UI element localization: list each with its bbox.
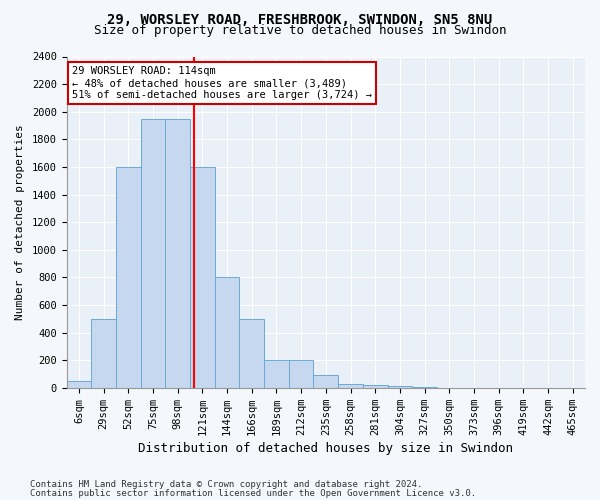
Text: 29, WORSLEY ROAD, FRESHBROOK, SWINDON, SN5 8NU: 29, WORSLEY ROAD, FRESHBROOK, SWINDON, S…	[107, 12, 493, 26]
Bar	[116, 167, 141, 388]
Y-axis label: Number of detached properties: Number of detached properties	[15, 124, 25, 320]
Text: Contains HM Land Registry data © Crown copyright and database right 2024.: Contains HM Land Registry data © Crown c…	[30, 480, 422, 489]
Bar	[388, 386, 412, 388]
Bar	[239, 319, 264, 388]
Bar	[190, 167, 215, 388]
Bar	[289, 360, 313, 388]
Bar	[264, 360, 289, 388]
Bar	[67, 381, 91, 388]
X-axis label: Distribution of detached houses by size in Swindon: Distribution of detached houses by size …	[139, 442, 514, 455]
Text: 29 WORSLEY ROAD: 114sqm
← 48% of detached houses are smaller (3,489)
51% of semi: 29 WORSLEY ROAD: 114sqm ← 48% of detache…	[72, 66, 372, 100]
Bar	[363, 385, 388, 388]
Bar	[412, 387, 437, 388]
Bar	[338, 384, 363, 388]
Bar	[91, 319, 116, 388]
Bar	[313, 376, 338, 388]
Text: Contains public sector information licensed under the Open Government Licence v3: Contains public sector information licen…	[30, 488, 476, 498]
Text: Size of property relative to detached houses in Swindon: Size of property relative to detached ho…	[94, 24, 506, 37]
Bar	[141, 118, 166, 388]
Bar	[215, 278, 239, 388]
Bar	[166, 118, 190, 388]
